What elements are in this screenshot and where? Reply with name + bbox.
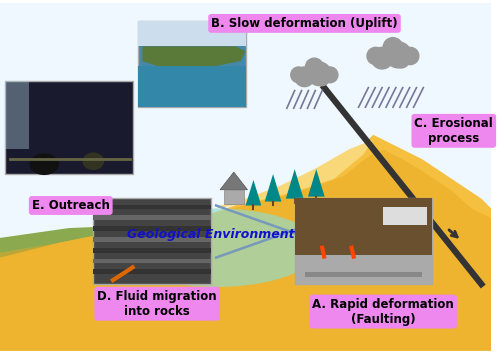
Bar — [294, 255, 432, 284]
Polygon shape — [216, 140, 374, 209]
Circle shape — [306, 58, 323, 76]
Circle shape — [386, 42, 411, 68]
Text: B. Slow deformation (Uplift): B. Slow deformation (Uplift) — [211, 17, 398, 30]
Bar — [94, 269, 211, 274]
Bar — [383, 207, 428, 225]
Polygon shape — [0, 233, 226, 351]
FancyBboxPatch shape — [294, 198, 432, 284]
Circle shape — [394, 53, 409, 68]
Bar — [94, 205, 211, 210]
Circle shape — [316, 72, 329, 86]
FancyBboxPatch shape — [5, 81, 132, 174]
Circle shape — [372, 47, 393, 69]
Bar — [94, 226, 211, 231]
Polygon shape — [264, 174, 281, 201]
Polygon shape — [308, 169, 324, 196]
Polygon shape — [0, 149, 491, 351]
Bar — [94, 248, 211, 253]
Polygon shape — [0, 225, 226, 264]
Ellipse shape — [82, 153, 104, 170]
Circle shape — [402, 47, 419, 65]
Text: E. Outreach: E. Outreach — [32, 199, 110, 212]
Circle shape — [322, 67, 338, 83]
Polygon shape — [0, 135, 491, 351]
Text: D. Fluid migration
into rocks: D. Fluid migration into rocks — [98, 290, 217, 318]
Circle shape — [367, 47, 384, 65]
Bar — [94, 215, 211, 220]
Bar — [94, 258, 211, 263]
Polygon shape — [220, 172, 248, 190]
Ellipse shape — [30, 153, 59, 175]
Bar — [304, 272, 422, 277]
Text: C. Erosional
process: C. Erosional process — [414, 117, 493, 145]
Circle shape — [383, 38, 402, 57]
Polygon shape — [286, 169, 304, 199]
Circle shape — [308, 62, 331, 86]
Ellipse shape — [113, 209, 319, 287]
Bar — [224, 190, 244, 204]
FancyBboxPatch shape — [138, 21, 246, 107]
Bar — [94, 237, 211, 242]
Circle shape — [291, 67, 306, 83]
Bar — [138, 21, 246, 46]
Polygon shape — [142, 46, 246, 71]
Bar — [5, 81, 29, 149]
Bar — [294, 198, 432, 255]
Circle shape — [294, 67, 314, 87]
Polygon shape — [246, 180, 262, 205]
Text: A. Rapid deformation
(Faulting): A. Rapid deformation (Faulting) — [312, 298, 454, 326]
Text: Geological Environment: Geological Environment — [128, 228, 295, 241]
FancyBboxPatch shape — [94, 198, 211, 284]
Bar — [138, 66, 246, 107]
